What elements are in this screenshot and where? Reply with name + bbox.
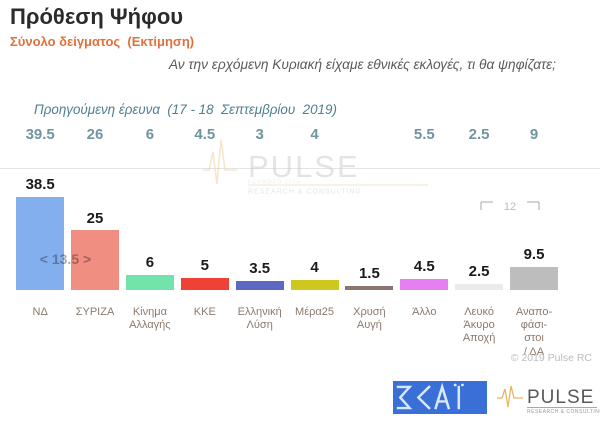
svg-text:PULSE: PULSE — [527, 387, 594, 408]
svg-text:RESEARCH & CONSULTING: RESEARCH & CONSULTING — [248, 189, 362, 196]
svg-text:12: 12 — [504, 201, 516, 213]
svg-text:FOUNDED 2015: FOUNDED 2015 — [248, 180, 301, 186]
svg-text:RESEARCH & CONSULTING: RESEARCH & CONSULTING — [527, 409, 600, 413]
